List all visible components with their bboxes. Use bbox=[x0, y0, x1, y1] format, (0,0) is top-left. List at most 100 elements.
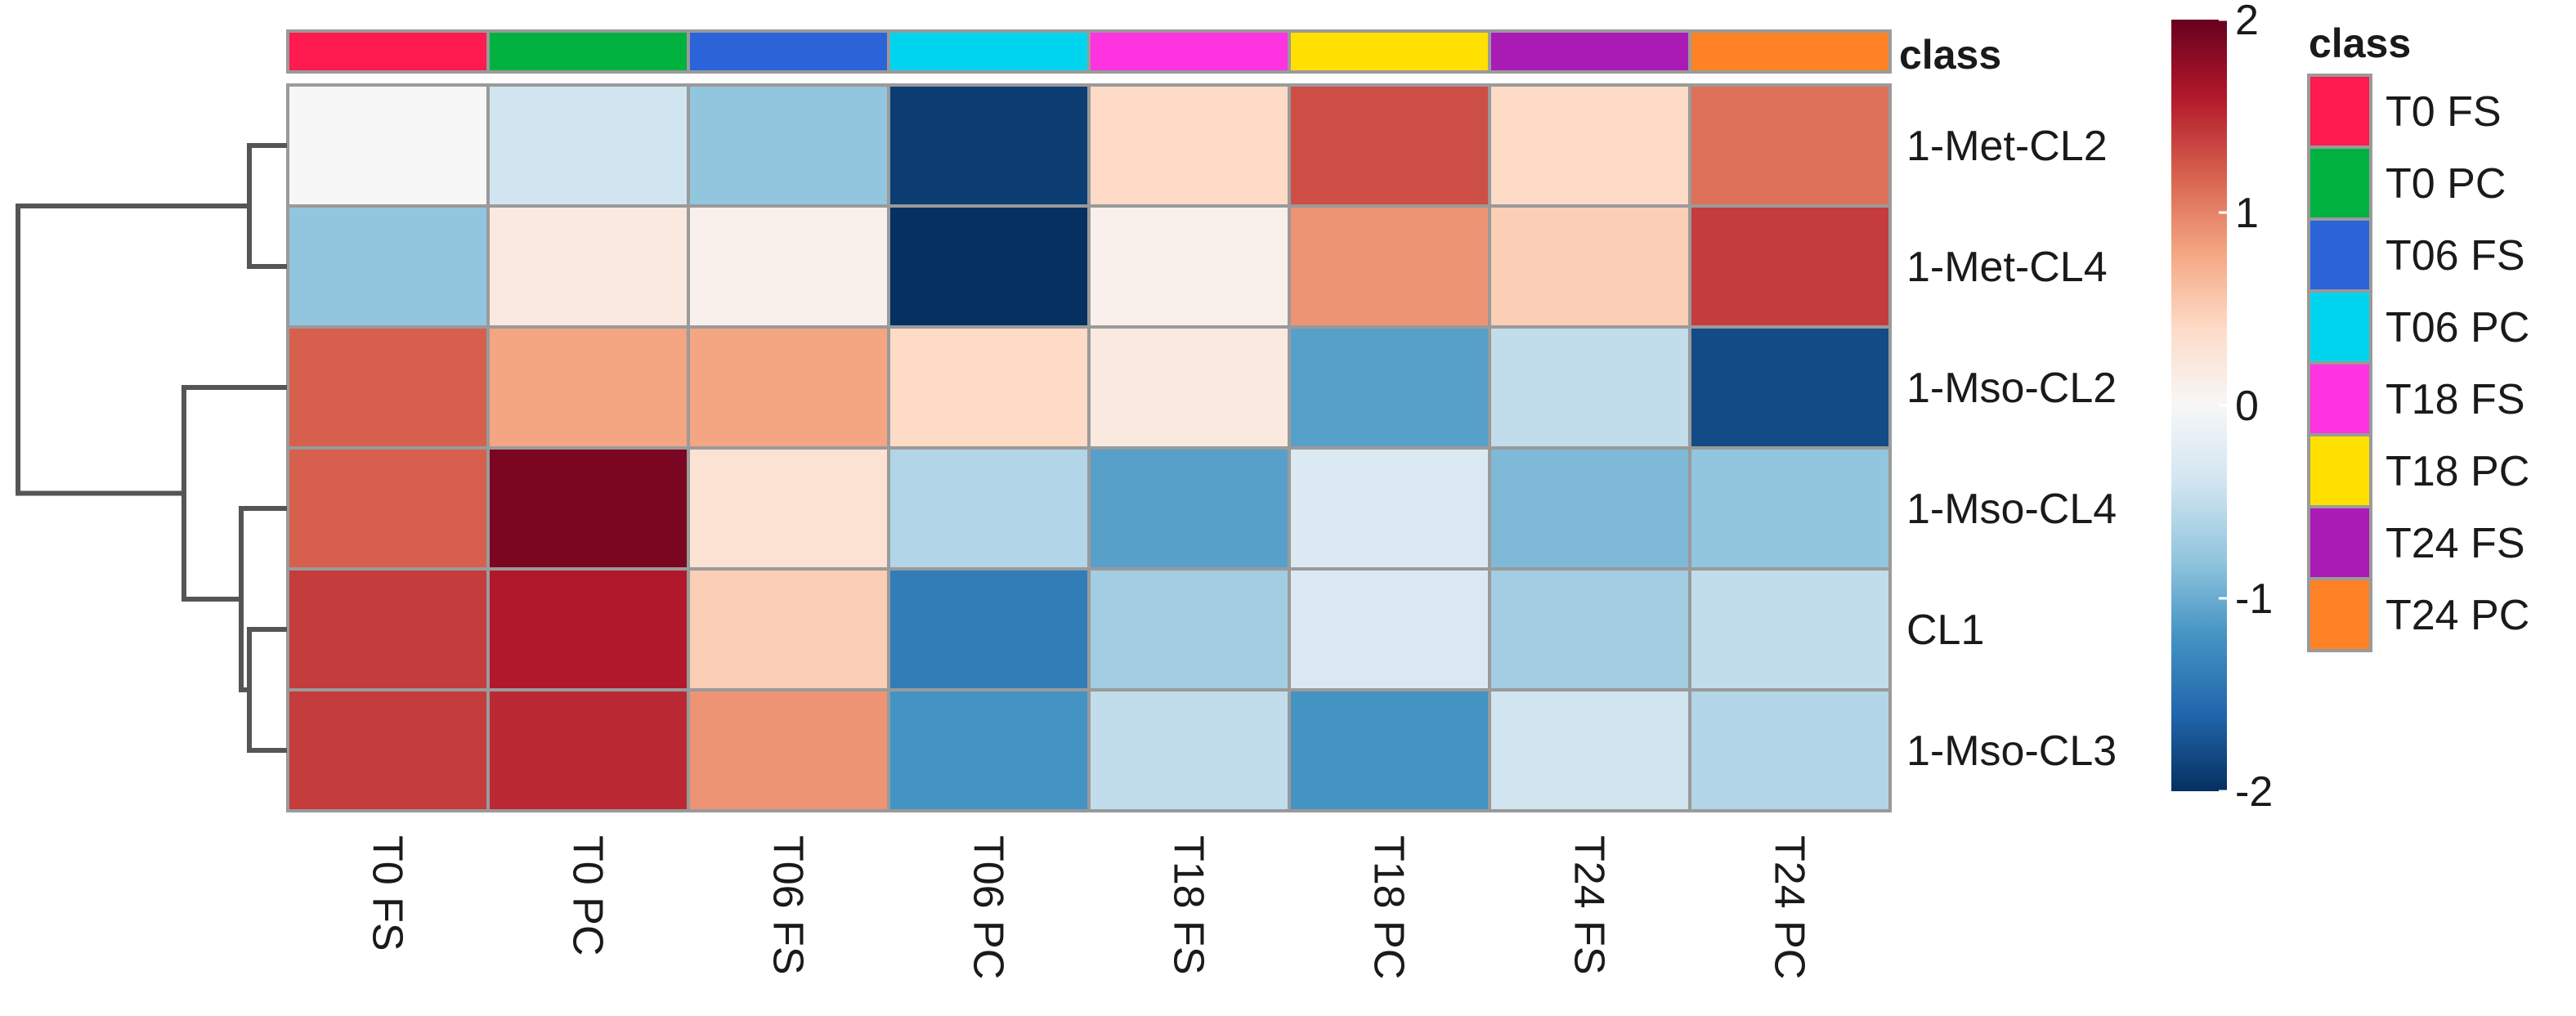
heatmap-cell-cl1-t06-pc bbox=[887, 567, 1091, 692]
legend-label-t18-pc: T18 PC bbox=[2386, 448, 2529, 495]
legend-label-t06-fs: T06 FS bbox=[2386, 232, 2525, 280]
heatmap-cell-1-met-cl4-t06-pc bbox=[887, 204, 1091, 329]
heatmap-cell-1-mso-cl4-t24-fs bbox=[1488, 446, 1691, 571]
annotation-label: class bbox=[1899, 32, 2001, 78]
heatmap-cell-1-met-cl4-t24-pc bbox=[1688, 204, 1892, 329]
column-label-t18-fs: T18 FS bbox=[1165, 835, 1212, 975]
row-label-1-mso-cl3: 1-Mso-CL3 bbox=[1906, 727, 2117, 775]
legend-swatch-t24-fs bbox=[2307, 505, 2372, 580]
heatmap-cell-1-mso-cl2-t0-pc bbox=[486, 325, 690, 450]
color-scale-tick-label: 2 bbox=[2235, 0, 2259, 44]
heatmap-cell-1-mso-cl2-t0-fs bbox=[286, 325, 490, 450]
heatmap-cell-1-met-cl4-t06-fs bbox=[687, 204, 890, 329]
legend-swatch-t24-pc bbox=[2307, 577, 2372, 652]
heatmap-cell-1-met-cl4-t0-fs bbox=[286, 204, 490, 329]
heatmap-cell-1-met-cl4-t18-fs bbox=[1087, 204, 1291, 329]
row-label-1-mso-cl4: 1-Mso-CL4 bbox=[1906, 486, 2117, 533]
heatmap-cell-cl1-t0-fs bbox=[286, 567, 490, 692]
row-label-cl1: CL1 bbox=[1906, 606, 1984, 654]
color-scale-tick-label: 0 bbox=[2235, 383, 2259, 430]
color-scale-tick-label: -2 bbox=[2235, 768, 2273, 816]
heatmap-cell-cl1-t24-pc bbox=[1688, 567, 1892, 692]
legend-label-t18-fs: T18 FS bbox=[2386, 376, 2525, 423]
heatmap-cell-1-mso-cl2-t18-pc bbox=[1288, 325, 1491, 450]
heatmap-cell-1-mso-cl3-t0-fs bbox=[286, 688, 490, 812]
heatmap-cells bbox=[286, 83, 1892, 812]
row-label-1-met-cl2: 1-Met-CL2 bbox=[1906, 123, 2108, 170]
heatmap-cell-1-met-cl2-t24-fs bbox=[1488, 83, 1691, 208]
legend-label-t24-pc: T24 PC bbox=[2386, 592, 2529, 639]
heatmap-cell-1-mso-cl3-t24-fs bbox=[1488, 688, 1691, 812]
heatmap-cell-cl1-t06-fs bbox=[687, 567, 890, 692]
heatmap-cell-1-met-cl2-t0-pc bbox=[486, 83, 690, 208]
row-label-1-met-cl4: 1-Met-CL4 bbox=[1906, 244, 2108, 291]
heatmap-cell-1-met-cl2-t18-pc bbox=[1288, 83, 1491, 208]
class-annotation-bar bbox=[286, 29, 1892, 74]
row-labels: 1-Met-CL2 1-Met-CL4 1-Mso-CL2 1-Mso-CL4 CL1 1… bbox=[1906, 123, 2117, 775]
heatmap-cell-cl1-t24-fs bbox=[1488, 567, 1691, 692]
column-label-t24-fs: T24 FS bbox=[1566, 835, 1613, 975]
legend-title: class bbox=[2309, 20, 2411, 66]
annotation-cell-t06-fs bbox=[687, 29, 890, 74]
legend-swatch-t06-fs bbox=[2307, 217, 2372, 293]
legend-swatch-t06-pc bbox=[2307, 289, 2372, 365]
heatmap-cell-1-met-cl2-t18-fs bbox=[1087, 83, 1291, 208]
color-scale-tick-label: 1 bbox=[2235, 190, 2259, 237]
heatmap-cell-1-met-cl2-t24-pc bbox=[1688, 83, 1892, 208]
heatmap-cell-1-met-cl4-t0-pc bbox=[486, 204, 690, 329]
column-label-t06-fs: T06 FS bbox=[764, 835, 812, 975]
legend-swatch-t18-fs bbox=[2307, 361, 2372, 436]
heatmap-cell-cl1-t18-pc bbox=[1288, 567, 1491, 692]
heatmap-cell-1-mso-cl3-t24-pc bbox=[1688, 688, 1892, 812]
annotation-cell-t24-pc bbox=[1688, 29, 1892, 74]
heatmap-cell-1-mso-cl2-t24-fs bbox=[1488, 325, 1691, 450]
heatmap-cell-1-mso-cl3-t0-pc bbox=[486, 688, 690, 812]
heatmap-cell-1-met-cl2-t06-fs bbox=[687, 83, 890, 208]
column-label-t24-pc: T24 PC bbox=[1766, 835, 1813, 979]
heatmap-cell-1-mso-cl4-t18-fs bbox=[1087, 446, 1291, 571]
heatmap-cell-1-met-cl2-t0-fs bbox=[286, 83, 490, 208]
heatmap-cell-1-mso-cl2-t18-fs bbox=[1087, 325, 1291, 450]
color-scale: 2 1 0 -1 -2 bbox=[2171, 0, 2273, 816]
column-label-t0-fs: T0 FS bbox=[364, 835, 411, 951]
color-scale-tick-label: -1 bbox=[2235, 575, 2273, 623]
heatmap-cell-1-mso-cl3-t06-fs bbox=[687, 688, 890, 812]
heatmap-cell-1-mso-cl2-t06-pc bbox=[887, 325, 1091, 450]
heatmap-cell-1-mso-cl4-t0-pc bbox=[486, 446, 690, 571]
heatmap-cell-cl1-t0-pc bbox=[486, 567, 690, 692]
heatmap-cell-1-mso-cl3-t06-pc bbox=[887, 688, 1091, 812]
heatmap-cell-1-mso-cl3-t18-fs bbox=[1087, 688, 1291, 812]
column-label-t06-pc: T06 PC bbox=[965, 835, 1012, 979]
heatmap-cell-1-mso-cl3-t18-pc bbox=[1288, 688, 1491, 812]
annotation-cell-t18-pc bbox=[1288, 29, 1491, 74]
heatmap-cell-1-mso-cl2-t06-fs bbox=[687, 325, 890, 450]
column-labels: T0 FS T0 PC T06 FS T06 PC T18 FS T18 PC T24 FS… bbox=[364, 835, 1813, 979]
heatmap-cell-1-met-cl4-t24-fs bbox=[1488, 204, 1691, 329]
legend-swatch-t18-pc bbox=[2307, 433, 2372, 508]
legend-swatch-t0-fs bbox=[2307, 74, 2372, 149]
heatmap-cell-cl1-t18-fs bbox=[1087, 567, 1291, 692]
legend-swatch-t0-pc bbox=[2307, 145, 2372, 221]
row-label-1-mso-cl2: 1-Mso-CL2 bbox=[1906, 365, 2117, 412]
class-legend: T0 FS T0 PC T06 FS T06 PC T18 FS T18 PC T24 FS… bbox=[2307, 74, 2529, 652]
column-label-t18-pc: T18 PC bbox=[1365, 835, 1413, 979]
heatmap-cell-1-met-cl4-t18-pc bbox=[1288, 204, 1491, 329]
color-scale-bar bbox=[2171, 20, 2227, 791]
annotation-cell-t0-pc bbox=[486, 29, 690, 74]
heatmap-cell-1-mso-cl2-t24-pc bbox=[1688, 325, 1892, 450]
annotation-cell-t06-pc bbox=[887, 29, 1091, 74]
heatmap-cell-1-mso-cl4-t18-pc bbox=[1288, 446, 1491, 571]
annotation-cell-t24-fs bbox=[1488, 29, 1691, 74]
heatmap-cell-1-mso-cl4-t24-pc bbox=[1688, 446, 1892, 571]
annotation-cell-t0-fs bbox=[286, 29, 490, 74]
annotation-cell-t18-fs bbox=[1087, 29, 1291, 74]
legend-label-t0-fs: T0 FS bbox=[2386, 88, 2502, 136]
legend-label-t24-fs: T24 FS bbox=[2386, 520, 2525, 567]
legend-label-t0-pc: T0 PC bbox=[2386, 160, 2506, 208]
heatmap-cell-1-mso-cl4-t0-fs bbox=[286, 446, 490, 571]
heatmap-cell-1-met-cl2-t06-pc bbox=[887, 83, 1091, 208]
heatmap-cell-1-mso-cl4-t06-fs bbox=[687, 446, 890, 571]
heatmap-cell-1-mso-cl4-t06-pc bbox=[887, 446, 1091, 571]
